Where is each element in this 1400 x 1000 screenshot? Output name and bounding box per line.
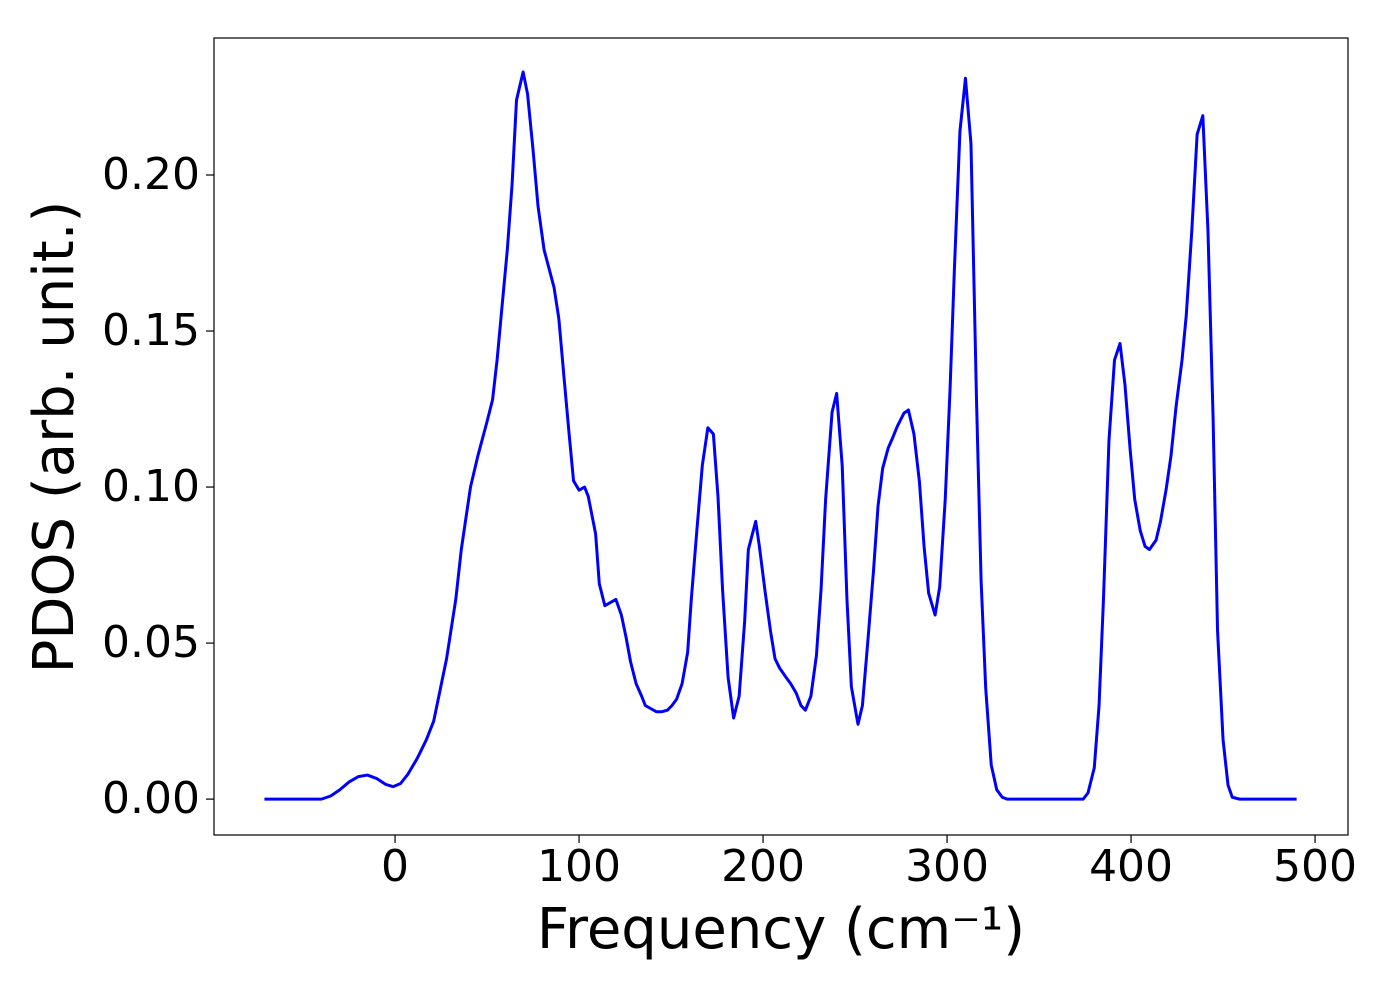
y-tick-label: 0.00 — [102, 773, 200, 824]
x-tick-label: 100 — [537, 841, 621, 892]
y-axis-label: PDOS (arb. unit.) — [22, 201, 87, 674]
x-tick-label: 200 — [721, 841, 805, 892]
x-tick-label: 400 — [1089, 841, 1173, 892]
y-tick-label: 0.10 — [102, 461, 200, 512]
y-tick-label: 0.05 — [102, 617, 200, 668]
line-series — [264, 70, 1297, 801]
y-tick-label: 0.15 — [102, 305, 200, 356]
x-tick-label: 500 — [1273, 841, 1357, 892]
plot-frame — [213, 37, 1349, 836]
x-tick-label: 300 — [905, 841, 989, 892]
x-axis-label: Frequency (cm⁻¹) — [537, 897, 1025, 962]
x-tick-label: 0 — [381, 841, 409, 892]
y-tick-label: 0.20 — [102, 149, 200, 200]
